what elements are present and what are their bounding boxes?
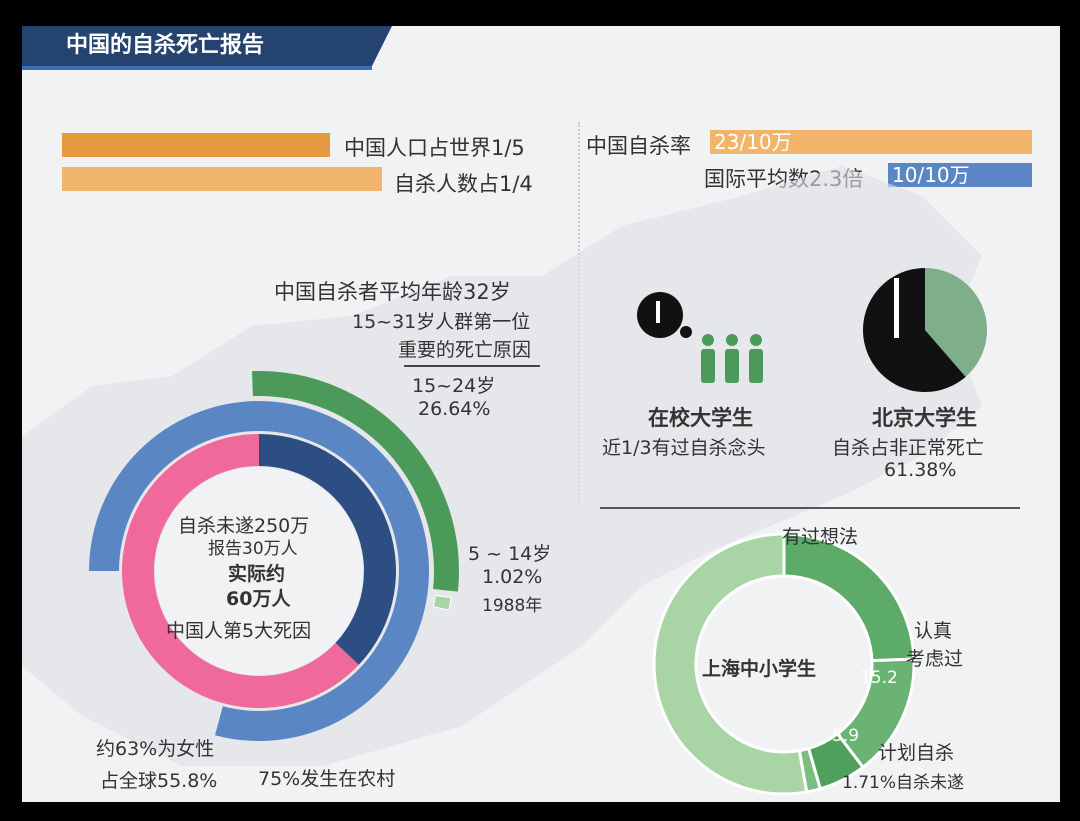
pku-slice-other — [925, 268, 987, 377]
age-note-line1: 中国自杀者平均年龄32岁 — [274, 280, 511, 304]
shanghai-center: 上海中小学生 — [702, 658, 817, 680]
page-title: 中国的自杀死亡报告 — [66, 33, 265, 58]
age-note-line2: 15~31岁人群第一位 — [352, 311, 531, 333]
plan-value: 5.9 — [832, 726, 860, 746]
center-line5: 中国人第5大死因 — [166, 620, 312, 642]
attempt-label: 1.71%自杀未遂 — [842, 773, 965, 793]
pku-title: 北京大学生 — [872, 406, 977, 430]
ring-age-5-14 — [432, 594, 452, 611]
center-line2: 报告30万人 — [208, 539, 298, 559]
college-title: 在校大学生 — [648, 406, 753, 430]
person-head — [702, 334, 714, 346]
chart-graphics — [22, 166, 987, 796]
age-note-underline — [404, 365, 540, 367]
college-desc: 近1/3有过自杀念头 — [602, 437, 766, 459]
population-label: 中国人口占世界1/5 — [344, 136, 525, 160]
ring-rural-left — [89, 401, 259, 571]
person-body — [725, 349, 739, 383]
pku-figure — [894, 278, 899, 338]
pku-slice-suicide — [863, 268, 966, 392]
serious-label-1: 认真 — [914, 620, 953, 642]
rate-label: 中国自杀率 — [586, 134, 691, 158]
person-body — [701, 349, 715, 383]
ring-had-thought — [782, 532, 916, 663]
ring-male — [259, 434, 396, 665]
thought-dot — [680, 326, 692, 338]
age-5-14-year: 1988年 — [482, 596, 543, 616]
rate-bar: 23/10万 — [710, 130, 1032, 154]
age-15-24-range: 15~24岁 — [412, 375, 496, 397]
ring-rural-right — [215, 401, 429, 742]
horizontal-divider — [600, 507, 1020, 509]
serious-value: 15.2 — [860, 668, 898, 688]
plan-label: 计划自杀 — [878, 742, 955, 764]
shanghai-donut — [652, 532, 916, 796]
title-stripe — [22, 66, 372, 70]
female-line1: 约63%为女性 — [96, 738, 215, 760]
population-bar — [62, 133, 330, 157]
college-people-icon — [637, 292, 763, 383]
rural-label: 75%发生在农村 — [258, 768, 396, 790]
suicide-share-label: 自杀人数占1/4 — [394, 172, 533, 196]
serious-label-2: 考虑过 — [906, 648, 964, 670]
donut-hole — [155, 467, 363, 675]
rate-value: 23/10万 — [714, 130, 792, 154]
intl-bar: 10/10万 — [888, 163, 1032, 187]
age-15-24-pct: 26.64% — [418, 398, 491, 420]
age-5-14-range: 5 ~ 14岁 — [468, 543, 552, 565]
age-note-line3: 重要的死亡原因 — [398, 339, 532, 361]
female-line2: 占全球55.8% — [100, 770, 218, 792]
age-5-14-pct: 1.02% — [482, 566, 543, 588]
ring-age-15-24 — [252, 371, 459, 592]
center-line4: 60万人 — [226, 588, 291, 610]
had-thought-label: 有过想法 — [782, 526, 859, 548]
pku-desc: 自杀占非正常死亡 — [832, 437, 985, 459]
person-head — [726, 334, 738, 346]
center-line1: 自杀未遂250万 — [178, 515, 310, 537]
ring-no-thought — [652, 532, 809, 796]
person-head — [750, 334, 762, 346]
left-donut — [89, 371, 459, 742]
thought-figure — [656, 301, 660, 323]
intl-value: 10/10万 — [892, 163, 970, 187]
pku-pct: 61.38% — [884, 459, 957, 481]
ring-female — [121, 434, 359, 708]
center-line3: 实际约 — [228, 563, 286, 585]
title-band: 中国的自杀死亡报告 — [22, 26, 392, 66]
infographic-panel: 中国的自杀死亡报告 中国人口占世界1/5 自杀人数占1/4 中国自杀率 23/1… — [22, 26, 1060, 802]
person-body — [749, 349, 763, 383]
suicide-share-bar — [62, 167, 382, 191]
pku-pie — [863, 268, 987, 392]
